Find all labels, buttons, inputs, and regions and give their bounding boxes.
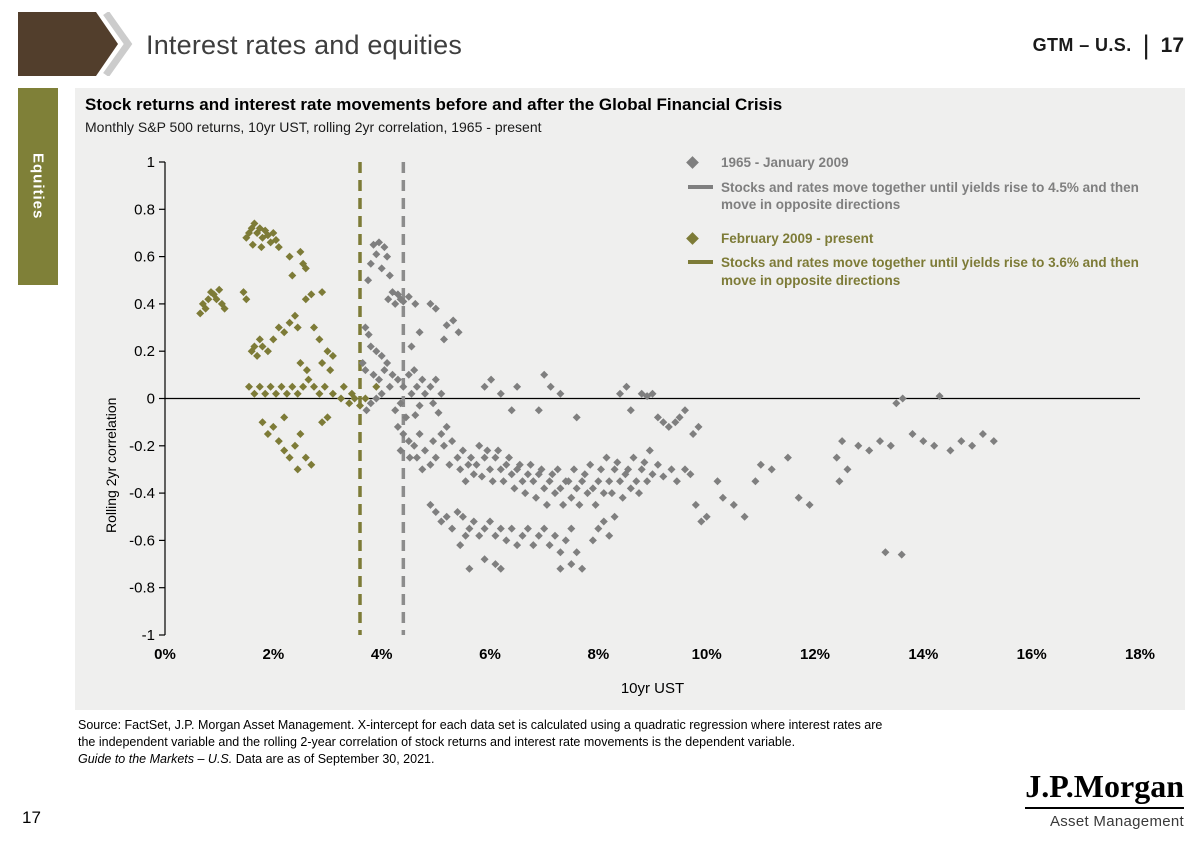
y-tick-label: -1 <box>142 627 155 644</box>
y-tick-label: 0.6 <box>134 249 155 266</box>
x-tick-label: 14% <box>908 646 938 663</box>
y-tick-label: 0.4 <box>134 296 155 313</box>
y-tick-label: -0.2 <box>129 438 155 455</box>
source-line: Guide to the Markets – U.S. Data are as … <box>78 751 882 768</box>
section-arrow-icon <box>18 12 133 76</box>
y-tick-label: 0.8 <box>134 201 155 218</box>
source-line: the independent variable and the rolling… <box>78 734 796 749</box>
gtm-divider: | <box>1142 30 1150 60</box>
legend-label: 1965 - January 2009 <box>721 155 849 170</box>
x-tick-label: 12% <box>800 646 830 663</box>
diamond-marker-icon <box>683 154 721 169</box>
sidebar-tab-label: Equities <box>29 153 47 220</box>
sidebar-tab-equities: Equities <box>18 88 58 285</box>
source-line: Source: FactSet, J.P. Morgan Asset Manag… <box>78 718 883 732</box>
x-tick-label: 16% <box>1017 646 1047 663</box>
source-note: Source: FactSet, J.P. Morgan Asset Manag… <box>78 717 882 767</box>
gtm-label: GTM – U.S. <box>1032 35 1132 55</box>
y-tick-label: -0.6 <box>129 532 155 549</box>
legend-item: Stocks and rates move together until yie… <box>683 254 1175 289</box>
x-tick-label: 8% <box>587 646 609 663</box>
legend-item: February 2009 - present <box>683 230 1175 248</box>
gtm-page-number: 17 <box>1160 33 1184 57</box>
y-tick-label: 0 <box>147 391 155 408</box>
y-tick-label: -0.8 <box>129 580 155 597</box>
y-tick-label: 1 <box>147 154 155 171</box>
jpmorgan-logo-text: J.P.Morgan <box>1025 768 1184 804</box>
line-marker-icon <box>683 254 721 265</box>
legend-label: February 2009 - present <box>721 230 874 246</box>
jpmorgan-logo: J.P.Morgan Asset Management <box>1025 768 1184 830</box>
legend-label: Stocks and rates move together until yie… <box>721 255 1139 288</box>
scatter-plot: 1 0.8 0.6 0.4 0.2 0 -0.2 -0.4 -0.6 -0.8 -1 0% 2% 4% 6%… <box>129 154 1155 663</box>
x-tick-label: 18% <box>1125 646 1155 663</box>
legend-label: Stocks and rates move together until yie… <box>721 179 1139 213</box>
page-title: Interest rates and equities <box>146 30 463 60</box>
chart-title: Stock returns and interest rate movement… <box>85 95 783 114</box>
series-points-1 <box>196 219 381 474</box>
x-tick-label: 2% <box>262 646 284 663</box>
y-tick-label: -0.4 <box>129 485 155 502</box>
gtm-tag: GTM – U.S. | 17 <box>1033 32 1184 59</box>
y-axis-label: Rolling 2yr correlation <box>103 397 119 533</box>
chart-subtitle: Monthly S&P 500 returns, 10yr UST, rolli… <box>85 119 542 135</box>
y-tick-label: 0.2 <box>134 343 155 360</box>
asset-management-text: Asset Management <box>1025 806 1184 830</box>
legend-item: Stocks and rates move together until yie… <box>683 179 1175 214</box>
source-guide-title: Guide to the Markets – U.S. <box>78 751 233 766</box>
diamond-marker-icon <box>683 230 721 245</box>
footer-page-number: 17 <box>22 808 41 827</box>
x-axis-label: 10yr UST <box>620 680 685 697</box>
x-tick-label: 10% <box>692 646 722 663</box>
x-tick-label: 4% <box>371 646 393 663</box>
line-marker-icon <box>683 179 721 189</box>
source-date: Data are as of September 30, 2021. <box>232 751 435 766</box>
legend-item: 1965 - January 2009 <box>683 154 1175 172</box>
x-tick-label: 6% <box>479 646 501 663</box>
chart-panel: Stock returns and interest rate movement… <box>75 88 1185 710</box>
x-tick-label: 0% <box>154 646 176 663</box>
chart-legend: 1965 - January 2009 Stocks and rates mov… <box>683 154 1175 296</box>
